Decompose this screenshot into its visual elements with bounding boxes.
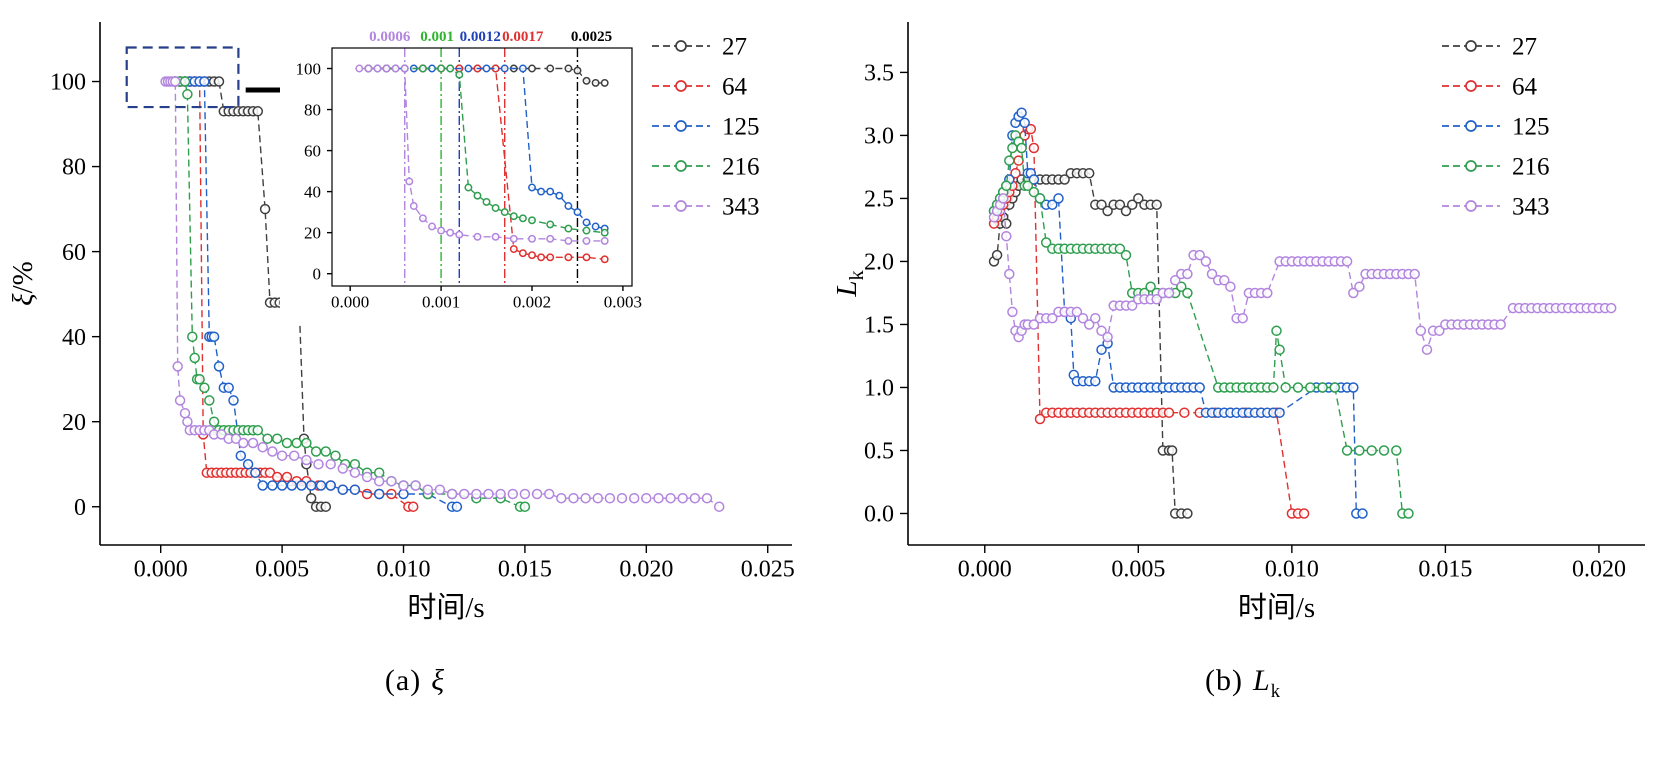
svg-text:0.002: 0.002 [513, 293, 551, 312]
svg-text:100: 100 [50, 70, 86, 96]
svg-text:60: 60 [62, 240, 86, 266]
svg-text:0.0006: 0.0006 [369, 29, 411, 45]
panel-b: 0.000 0.005 0.010 0.015 0.020 0.0 0.5 1.0 1.5 2.0… [830, 0, 1656, 762]
svg-text:0.0025: 0.0025 [571, 29, 612, 45]
svg-text:60: 60 [304, 141, 321, 160]
svg-text:80: 80 [304, 100, 321, 119]
caption-b: (b) Lk [1205, 664, 1281, 703]
svg-text:64: 64 [1512, 74, 1538, 101]
svg-text:0.000: 0.000 [331, 293, 369, 312]
svg-text:343: 343 [722, 194, 760, 221]
svg-text:1.5: 1.5 [864, 313, 894, 339]
svg-text:0.010: 0.010 [1265, 557, 1319, 583]
svg-text:3.5: 3.5 [864, 61, 894, 87]
svg-text:64: 64 [722, 74, 748, 101]
chart-a-plot: 0.000 0.005 0.010 0.015 0.020 0.025 0 20 40 60 80 1… [7, 22, 795, 624]
caption-a-symbol: ξ [431, 664, 446, 697]
svg-text:0.003: 0.003 [604, 293, 642, 312]
svg-text:0.0: 0.0 [864, 502, 894, 528]
svg-text:27: 27 [722, 34, 747, 61]
svg-text:Lk: Lk [831, 270, 868, 298]
svg-text:时间/s: 时间/s [407, 591, 484, 624]
caption-b-subscript: k [1270, 681, 1281, 702]
svg-text:216: 216 [1512, 154, 1550, 181]
svg-text:0.000: 0.000 [134, 557, 188, 583]
svg-text:0.020: 0.020 [1572, 557, 1626, 583]
chart-a-inset-plot: 0.0006 0.001 0.0012 0.0017 0.0025 0.000 0.001 0… [280, 22, 642, 322]
svg-text:20: 20 [304, 223, 321, 242]
svg-text:2.5: 2.5 [864, 187, 894, 213]
svg-text:0.001: 0.001 [422, 293, 460, 312]
svg-text:0.015: 0.015 [498, 557, 552, 583]
svg-text:3.0: 3.0 [864, 124, 894, 150]
svg-text:0.001: 0.001 [420, 29, 454, 45]
svg-text:0: 0 [313, 264, 322, 283]
svg-text:2.0: 2.0 [864, 250, 894, 276]
svg-text:0.010: 0.010 [377, 557, 431, 583]
svg-text:0.000: 0.000 [958, 557, 1012, 583]
svg-text:100: 100 [296, 59, 322, 78]
chart-b: 0.000 0.005 0.010 0.015 0.020 0.0 0.5 1.0 1.5 2.0… [831, 22, 1645, 624]
caption-a: (a) ξ [385, 664, 445, 698]
svg-text:ξ/%: ξ/% [7, 261, 39, 306]
svg-text:0.0012: 0.0012 [460, 29, 501, 45]
svg-text:时间/s: 时间/s [1238, 591, 1315, 624]
panel-a: 0.000 0.005 0.010 0.015 0.020 0.025 0 20 40 60 80 1… [7, 22, 795, 698]
svg-text:125: 125 [1512, 114, 1550, 141]
svg-text:0: 0 [74, 495, 86, 521]
svg-text:1.0: 1.0 [864, 376, 894, 402]
caption-b-symbol: L [1253, 664, 1271, 697]
svg-text:27: 27 [1512, 34, 1537, 61]
svg-text:40: 40 [304, 182, 321, 201]
svg-text:0.020: 0.020 [619, 557, 673, 583]
svg-text:40: 40 [62, 325, 86, 351]
svg-text:0.015: 0.015 [1418, 557, 1472, 583]
caption-b-prefix: (b) [1205, 664, 1243, 697]
svg-text:0.0017: 0.0017 [502, 29, 544, 45]
chart-a: 0.000 0.005 0.010 0.015 0.020 0.025 0 20 40 60 80 1… [7, 22, 795, 624]
svg-text:80: 80 [62, 155, 86, 181]
svg-text:20: 20 [62, 410, 86, 436]
svg-text:343: 343 [1512, 194, 1550, 221]
svg-text:0.005: 0.005 [255, 557, 309, 583]
svg-text:0.025: 0.025 [741, 557, 795, 583]
svg-text:0.005: 0.005 [1111, 557, 1165, 583]
caption-a-prefix: (a) [384, 664, 422, 697]
svg-text:216: 216 [722, 154, 760, 181]
svg-text:125: 125 [722, 114, 760, 141]
chart-b-plot: 0.000 0.005 0.010 0.015 0.020 0.0 0.5 1.0 1.5 2.0… [831, 22, 1645, 624]
svg-text:0.5: 0.5 [864, 439, 894, 465]
